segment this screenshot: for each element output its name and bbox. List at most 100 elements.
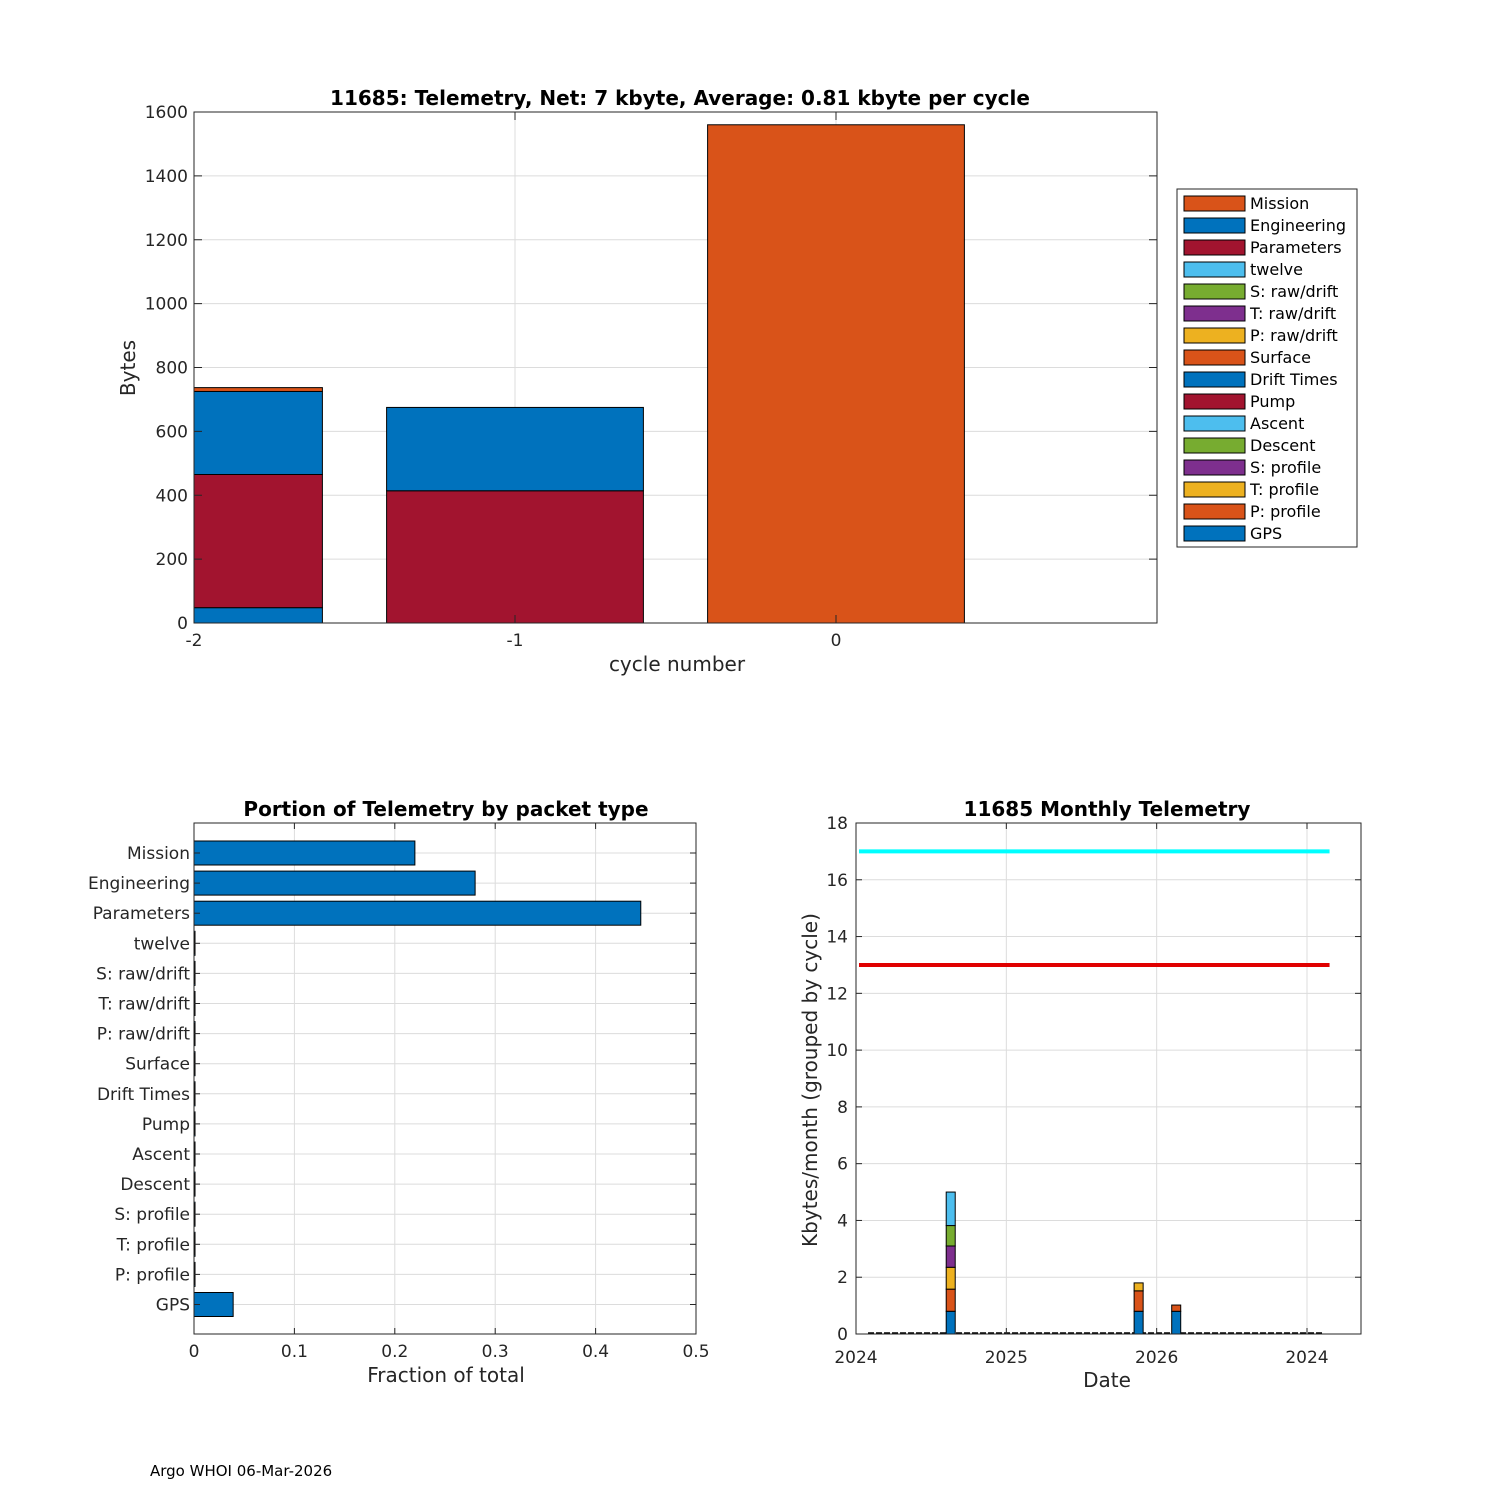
chart-title: Portion of Telemetry by packet type	[243, 797, 648, 821]
monthly-segment-gps	[945, 1310, 956, 1335]
x-tick-label: 0.4	[582, 1342, 609, 1362]
y-tick-label: 12	[826, 984, 848, 1004]
y-tick-label: Pump	[142, 1115, 190, 1135]
y-tick-label: 1600	[145, 103, 188, 123]
y-tick-label: 14	[826, 928, 848, 948]
legend-label: S: profile	[1250, 458, 1321, 477]
bar-segment-engineering	[193, 390, 323, 475]
fraction-bar	[193, 900, 642, 926]
legend-swatch	[1183, 305, 1246, 322]
x-axis-label: Date	[1083, 1368, 1131, 1392]
x-tick-label: 2026	[1135, 1348, 1178, 1368]
legend-swatch	[1183, 525, 1246, 542]
legend-label: Descent	[1250, 436, 1316, 455]
y-tick-label: 16	[826, 871, 848, 891]
bar-segment-mission	[193, 387, 323, 392]
x-tick-label: 2025	[985, 1348, 1028, 1368]
x-tick-label: 0	[189, 1342, 200, 1362]
monthly-segment-descent	[945, 1225, 956, 1247]
chart-title: 11685: Telemetry, Net: 7 kbyte, Average:…	[330, 86, 1030, 110]
monthly-segment-s-profile	[945, 1245, 956, 1268]
y-tick-label: 400	[156, 486, 188, 506]
chart-cycle-telemetry-legend: Mission Engineering Parameters twelve S: raw…	[1176, 188, 1358, 548]
chart-packet-portion: Mission Engineering Parameters twelve S: raw…	[88, 797, 710, 1387]
y-tick-label: P: profile	[115, 1265, 190, 1285]
y-tick-label: 1000	[145, 295, 188, 315]
y-tick-label: 4	[837, 1211, 848, 1231]
y-tick-label: T: profile	[116, 1235, 190, 1255]
monthly-segment-engineering	[1171, 1310, 1182, 1335]
y-tick-label: 0	[837, 1325, 848, 1345]
legend-label: twelve	[1250, 260, 1303, 279]
y-tick-label: 8	[837, 1098, 848, 1118]
y-tick-label: P: raw/drift	[97, 1025, 191, 1045]
bar-segment-parameters	[386, 490, 644, 624]
x-tick-label: 0.2	[381, 1342, 408, 1362]
monthly-segment-t-profile	[945, 1266, 956, 1290]
legend-swatch	[1183, 415, 1246, 432]
y-tick-label: 6	[837, 1155, 848, 1175]
fraction-bar	[193, 870, 476, 896]
plot-frame	[193, 822, 697, 1335]
legend-label: S: raw/drift	[1250, 282, 1338, 301]
x-tick-label: 0	[831, 631, 842, 651]
y-tick-label: Ascent	[132, 1145, 190, 1165]
y-tick-label: 600	[156, 422, 188, 442]
legend-label: Surface	[1250, 348, 1311, 367]
x-tick-label: 2024	[834, 1348, 877, 1368]
y-axis-label: Kbytes/month (grouped by cycle)	[798, 913, 822, 1247]
x-axis-label: Fraction of total	[367, 1363, 525, 1387]
legend-label: T: raw/drift	[1249, 304, 1336, 323]
x-tick-label: -2	[186, 631, 203, 651]
monthly-segment-mission	[1133, 1290, 1144, 1312]
bar-segment-engineering	[386, 406, 644, 492]
y-tick-label: GPS	[156, 1296, 190, 1316]
x-tick-label: 2024	[1285, 1348, 1328, 1368]
monthly-segment-mission	[1171, 1304, 1182, 1312]
fraction-bar	[193, 840, 416, 866]
bar-segment-mission	[707, 124, 965, 624]
monthly-segment-t-profile	[1133, 1282, 1144, 1292]
y-tick-label: Engineering	[88, 874, 190, 894]
y-tick-label: 2	[837, 1268, 848, 1288]
y-tick-label: Parameters	[93, 904, 190, 924]
legend-swatch	[1183, 437, 1246, 454]
y-tick-label: 0	[177, 614, 188, 634]
legend-label: P: raw/drift	[1250, 326, 1338, 345]
legend-label: Ascent	[1250, 414, 1304, 433]
y-tick-label: twelve	[134, 934, 190, 954]
legend-swatch	[1183, 393, 1246, 410]
legend-label: Drift Times	[1250, 370, 1338, 389]
legend-swatch	[1183, 349, 1246, 366]
bar-segment-parameters	[193, 473, 323, 609]
y-tick-label: S: raw/drift	[96, 964, 190, 984]
legend-label: P: profile	[1250, 502, 1321, 521]
legend-swatch	[1183, 217, 1246, 234]
legend-swatch	[1183, 239, 1246, 256]
fraction-bar	[193, 1292, 234, 1317]
chart-monthly-telemetry: 0 2 4 6 8 10 12 14 16 18 2024 2025 2026 2024 11685 Mon…	[798, 797, 1362, 1392]
y-tick-label: Mission	[127, 844, 190, 864]
y-tick-label: 1400	[145, 167, 188, 187]
monthly-segment-engineering	[1133, 1310, 1144, 1335]
monthly-segment-p-profile	[945, 1288, 956, 1312]
legend-swatch	[1183, 195, 1246, 212]
legend-label: Engineering	[1250, 216, 1346, 235]
legend-swatch	[1183, 481, 1246, 498]
monthly-segment-ascent	[945, 1191, 956, 1227]
x-tick-label: 0.3	[482, 1342, 509, 1362]
y-tick-label: 10	[826, 1041, 848, 1061]
y-axis-label: Bytes	[116, 340, 140, 396]
legend-swatch	[1183, 459, 1246, 476]
y-tick-label: T: raw/drift	[97, 995, 190, 1015]
footer-credit: Argo WHOI 06-Mar-2026	[150, 1462, 332, 1480]
legend-label: GPS	[1250, 524, 1282, 543]
legend-swatch	[1183, 371, 1246, 388]
y-tick-label: 200	[156, 550, 188, 570]
y-tick-label: Descent	[120, 1175, 190, 1195]
legend-swatch	[1183, 261, 1246, 278]
y-tick-label: 1200	[145, 231, 188, 251]
legend-swatch	[1183, 283, 1246, 300]
chart-cycle-telemetry: 0 200 400 600 800 1000 1200 1400 1600 -2 -1 0 11685:…	[116, 86, 1158, 676]
